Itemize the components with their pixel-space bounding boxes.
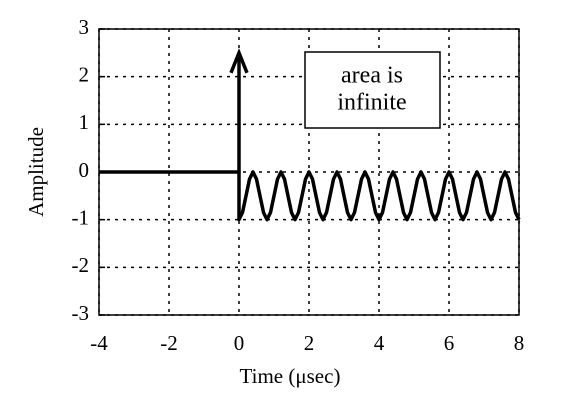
x-tick-label: 2 [304,331,315,355]
x-tick-label: 4 [374,331,385,355]
y-tick-label: -1 [72,205,90,229]
annotation-box [304,51,441,129]
y-tick-label: -3 [72,301,90,325]
x-tick-label: -4 [90,331,108,355]
y-tick-label: 3 [79,15,90,39]
x-tick-label: 8 [514,331,525,355]
annotation-text: area is [341,63,403,89]
x-tick-label: -2 [160,331,178,355]
x-axis-label: Time (μsec) [240,364,341,388]
y-tick-label: 1 [79,110,90,134]
y-axis-label: Amplitude [24,127,48,217]
impulse-arrowhead [229,48,249,74]
y-tick-label: 2 [79,62,90,86]
y-tick-label: -2 [72,253,90,277]
x-tick-label: 6 [444,331,455,355]
y-tick-label: 0 [79,158,90,182]
annotation-text: infinite [337,90,406,116]
signal-line [99,170,521,222]
x-tick-label: 0 [234,331,245,355]
